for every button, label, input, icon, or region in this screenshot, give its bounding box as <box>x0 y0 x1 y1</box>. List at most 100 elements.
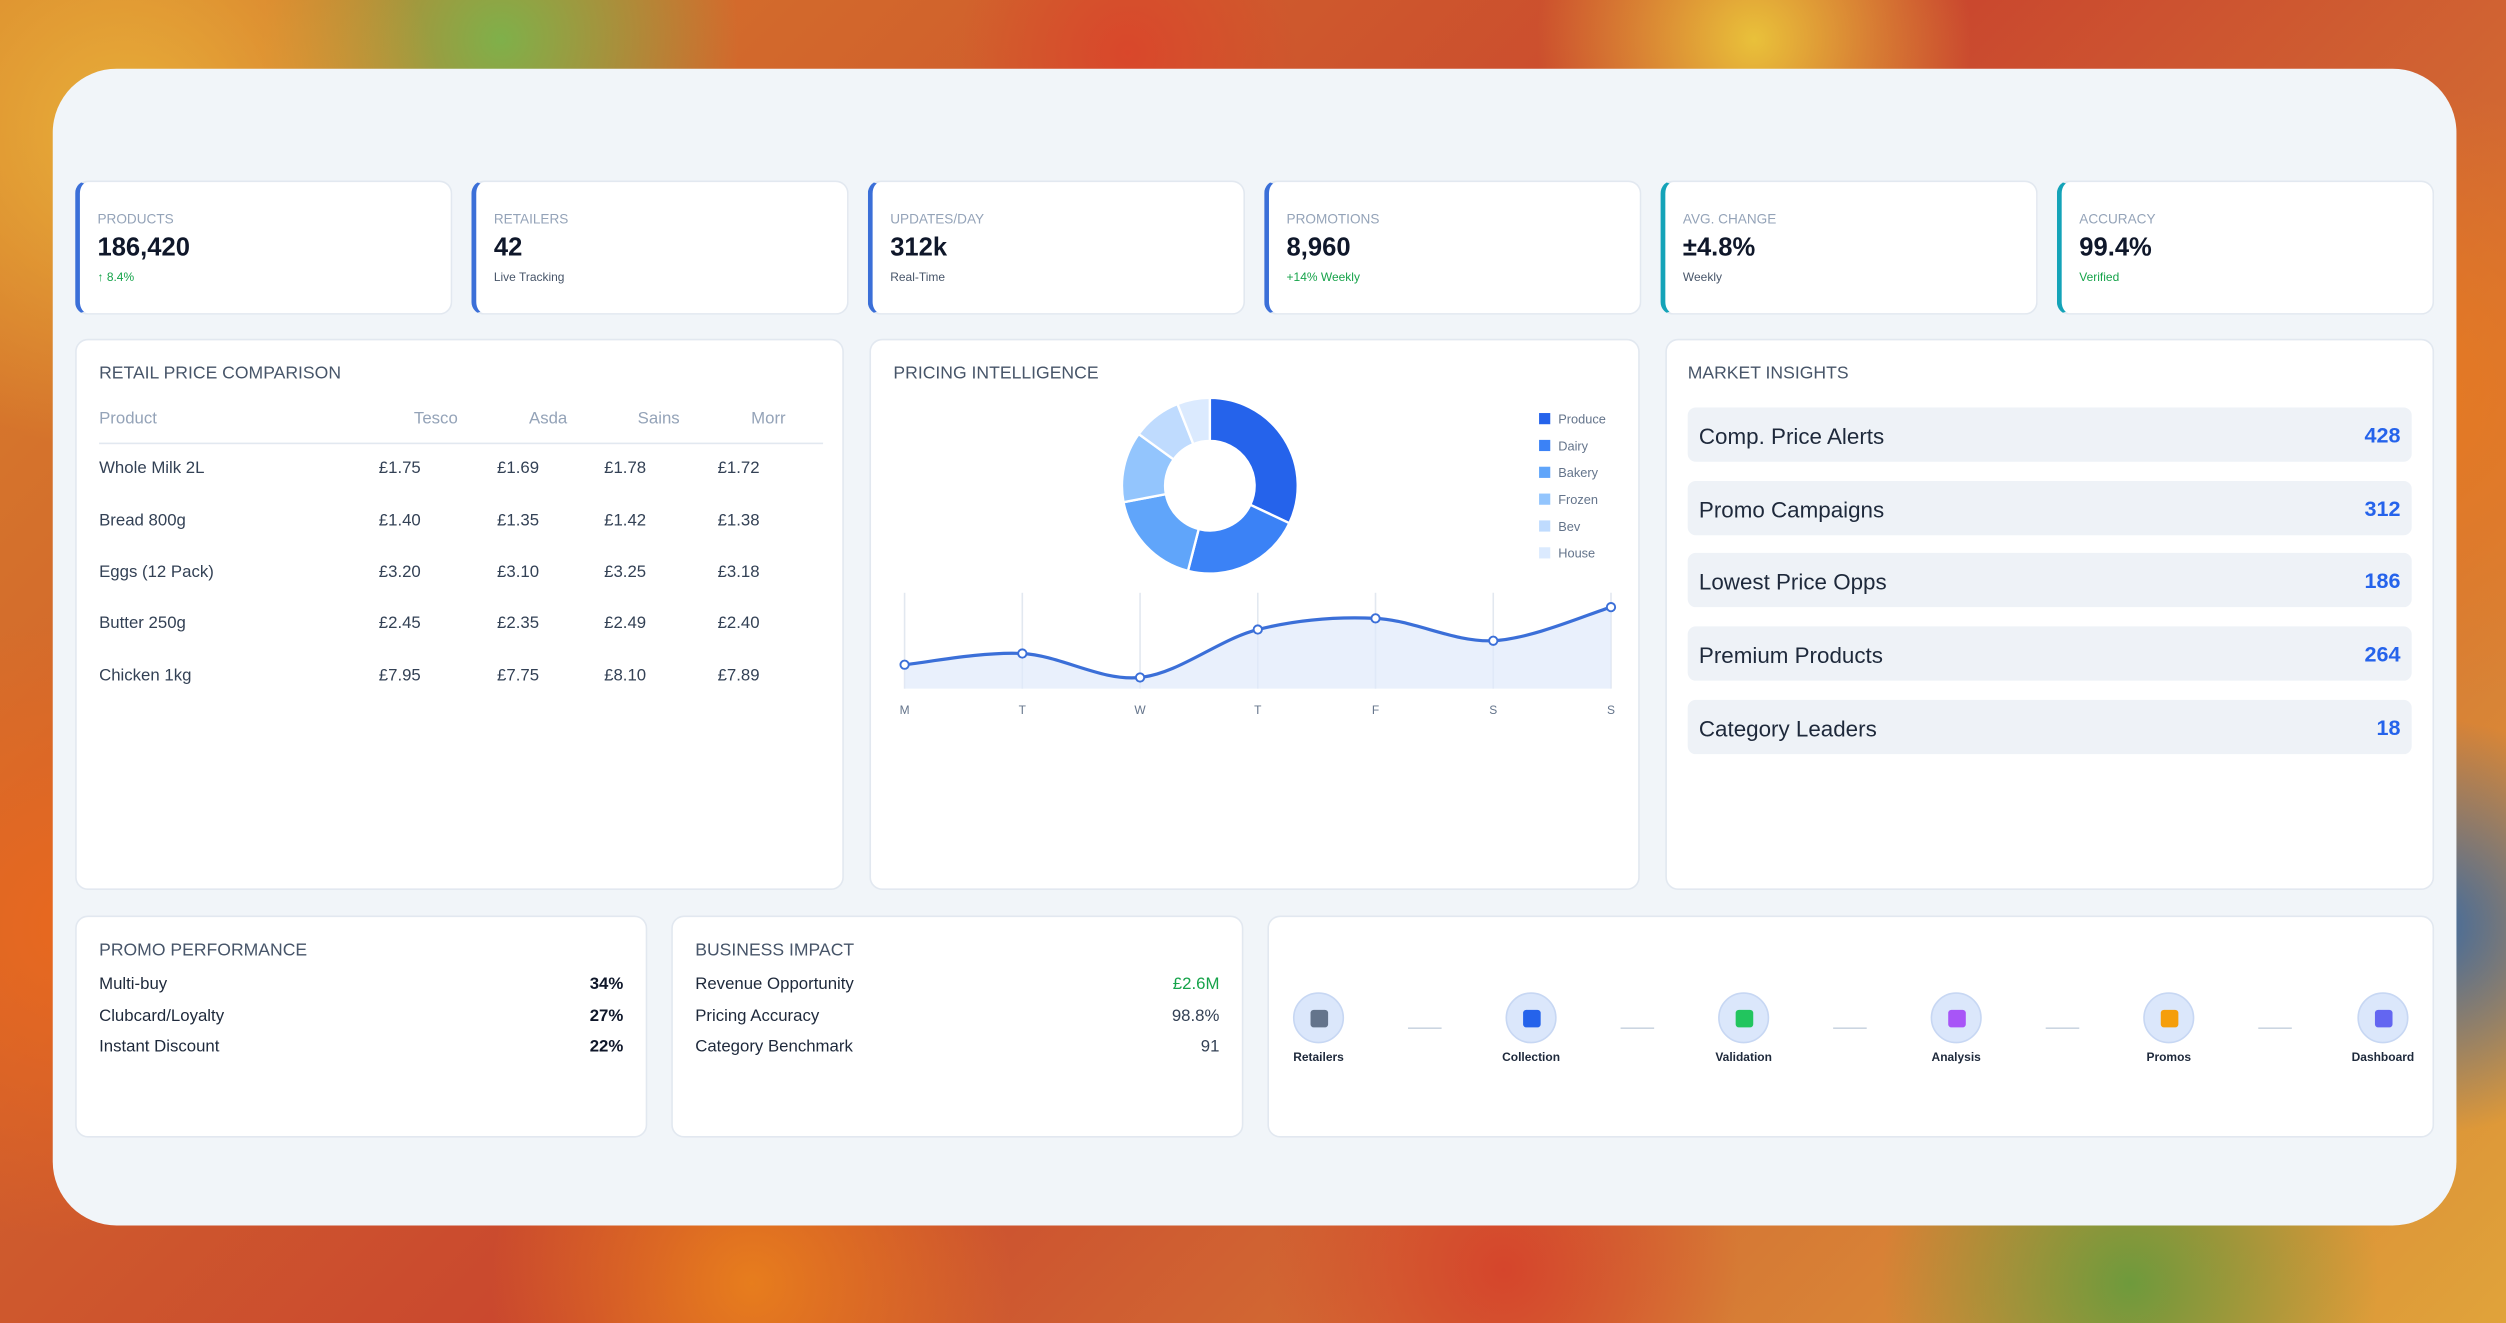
price-cell: £1.78 <box>604 458 647 478</box>
insight-row: Comp. Price Alerts 428 <box>1687 407 2412 462</box>
item-label: Clubcard/Loyalty <box>99 1005 225 1026</box>
insight-row: Premium Products 264 <box>1687 626 2412 681</box>
price-cell: £1.42 <box>604 511 647 531</box>
column-header: Asda <box>529 409 568 429</box>
step-label: Collection <box>1502 1049 1561 1065</box>
product-cell: Bread 800g <box>99 511 186 531</box>
step-label: Promos <box>2146 1049 2192 1065</box>
line-point <box>899 659 910 670</box>
insight-label: Comp. Price Alerts <box>1698 423 1885 449</box>
item-value: 22% <box>589 1036 624 1057</box>
kpi-card: RETAILERS 42 Live Tracking <box>471 180 849 315</box>
price-cell: £1.75 <box>378 458 421 478</box>
x-tick-label: M <box>900 703 910 717</box>
insight-value: 312 <box>2364 496 2401 521</box>
legend-swatch <box>1539 439 1551 452</box>
legend-label: Bakery <box>1558 465 1598 480</box>
item-value: £2.6M <box>1172 974 1220 994</box>
card-title: MARKET INSIGHTS <box>1687 364 1849 384</box>
step-icon <box>2357 992 2409 1044</box>
price-cell: £8.10 <box>604 666 647 686</box>
insight-row: Lowest Price Opps 186 <box>1687 553 2412 608</box>
step-connector <box>1833 1027 1867 1030</box>
kpi-value: 312k <box>890 234 948 263</box>
kpi-note: Weekly <box>1682 270 1722 285</box>
x-tick-label: S <box>1489 703 1497 717</box>
kpi-label: ACCURACY <box>2079 210 2156 227</box>
price-cell: £7.75 <box>497 666 540 686</box>
legend-label: Bev <box>1558 519 1581 534</box>
icon-glyph <box>1310 1009 1329 1028</box>
legend-label: Frozen <box>1558 492 1598 507</box>
price-cell: £1.72 <box>717 458 760 478</box>
x-tick-label: W <box>1134 703 1146 717</box>
item-value: 98.8% <box>1171 1005 1220 1026</box>
kpi-value: ±4.8% <box>1682 234 1756 263</box>
legend-swatch <box>1539 413 1551 425</box>
card-title: PROMO PERFORMANCE <box>99 941 308 961</box>
price-cell: £1.40 <box>378 511 421 531</box>
x-tick-label: T <box>1019 703 1027 717</box>
icon-glyph <box>2160 1009 2179 1028</box>
kpi-note: Verified <box>2079 270 2120 285</box>
price-cell: £2.40 <box>717 613 760 633</box>
kpi-label: AVG. CHANGE <box>1682 210 1777 227</box>
insight-row: Promo Campaigns 312 <box>1687 480 2412 535</box>
kpi-card: PRODUCTS 186,420 ↑ 8.4% <box>75 180 453 315</box>
step-icon <box>1505 992 1557 1044</box>
kpi-card: UPDATES/DAY 312k Real-Time <box>867 180 1246 315</box>
item-value: 34% <box>589 974 624 994</box>
step-connector <box>1408 1027 1442 1030</box>
step-icon <box>1292 992 1345 1044</box>
step-label: Dashboard <box>2351 1049 2415 1065</box>
step-label: Validation <box>1715 1049 1772 1065</box>
business-impact-card: BUSINESS IMPACT Revenue Opportunity £2.6M P… <box>671 915 1244 1138</box>
item-label: Pricing Accuracy <box>695 1005 820 1026</box>
kpi-label: PROMOTIONS <box>1286 210 1380 227</box>
icon-glyph <box>1523 1009 1541 1028</box>
step-connector <box>2045 1027 2080 1030</box>
step-icon <box>1718 992 1770 1044</box>
price-cell: £1.69 <box>497 458 540 478</box>
item-value: 91 <box>1200 1036 1220 1057</box>
kpi-card: AVG. CHANGE ±4.8% Weekly <box>1660 180 2038 315</box>
legend-swatch <box>1539 466 1551 478</box>
kpi-label: RETAILERS <box>493 210 569 227</box>
item-label: Revenue Opportunity <box>695 974 854 994</box>
item-label: Instant Discount <box>99 1036 220 1057</box>
donut-slice <box>1208 396 1299 525</box>
line-point <box>1370 613 1381 624</box>
insight-row: Category Leaders 18 <box>1687 699 2412 754</box>
price-cell: £2.49 <box>604 613 647 633</box>
insight-value: 428 <box>2364 423 2401 448</box>
kpi-value: 186,420 <box>97 234 190 263</box>
kpi-label: UPDATES/DAY <box>890 210 985 227</box>
insight-value: 186 <box>2364 569 2401 594</box>
icon-glyph <box>2374 1009 2393 1028</box>
icon-glyph <box>1735 1009 1754 1028</box>
price-cell: £3.25 <box>604 562 647 582</box>
line-point <box>1488 635 1499 646</box>
step-icon <box>2143 992 2195 1044</box>
step-label: Analysis <box>1931 1049 1981 1065</box>
product-cell: Butter 250g <box>99 613 186 633</box>
kpi-note: ↑ 8.4% <box>97 270 135 285</box>
legend-swatch <box>1539 493 1551 505</box>
price-cell: £7.95 <box>378 666 421 686</box>
legend-swatch <box>1539 520 1551 532</box>
insight-label: Promo Campaigns <box>1698 496 1885 522</box>
pipeline-card: Retailers Collection Validation Analysis Pro… <box>1267 915 2435 1138</box>
item-value: 27% <box>589 1005 624 1026</box>
column-header: Sains <box>637 409 680 429</box>
x-tick-label: S <box>1607 703 1615 717</box>
price-cell: £3.20 <box>378 562 421 582</box>
insight-value: 264 <box>2364 642 2401 667</box>
card-title: RETAIL PRICE COMPARISON <box>99 364 342 384</box>
step-connector <box>2258 1027 2292 1030</box>
column-header: Tesco <box>413 409 458 429</box>
item-label: Multi-buy <box>99 974 168 994</box>
kpi-label: PRODUCTS <box>97 210 174 227</box>
card-title: PRICING INTELLIGENCE <box>893 364 1099 384</box>
